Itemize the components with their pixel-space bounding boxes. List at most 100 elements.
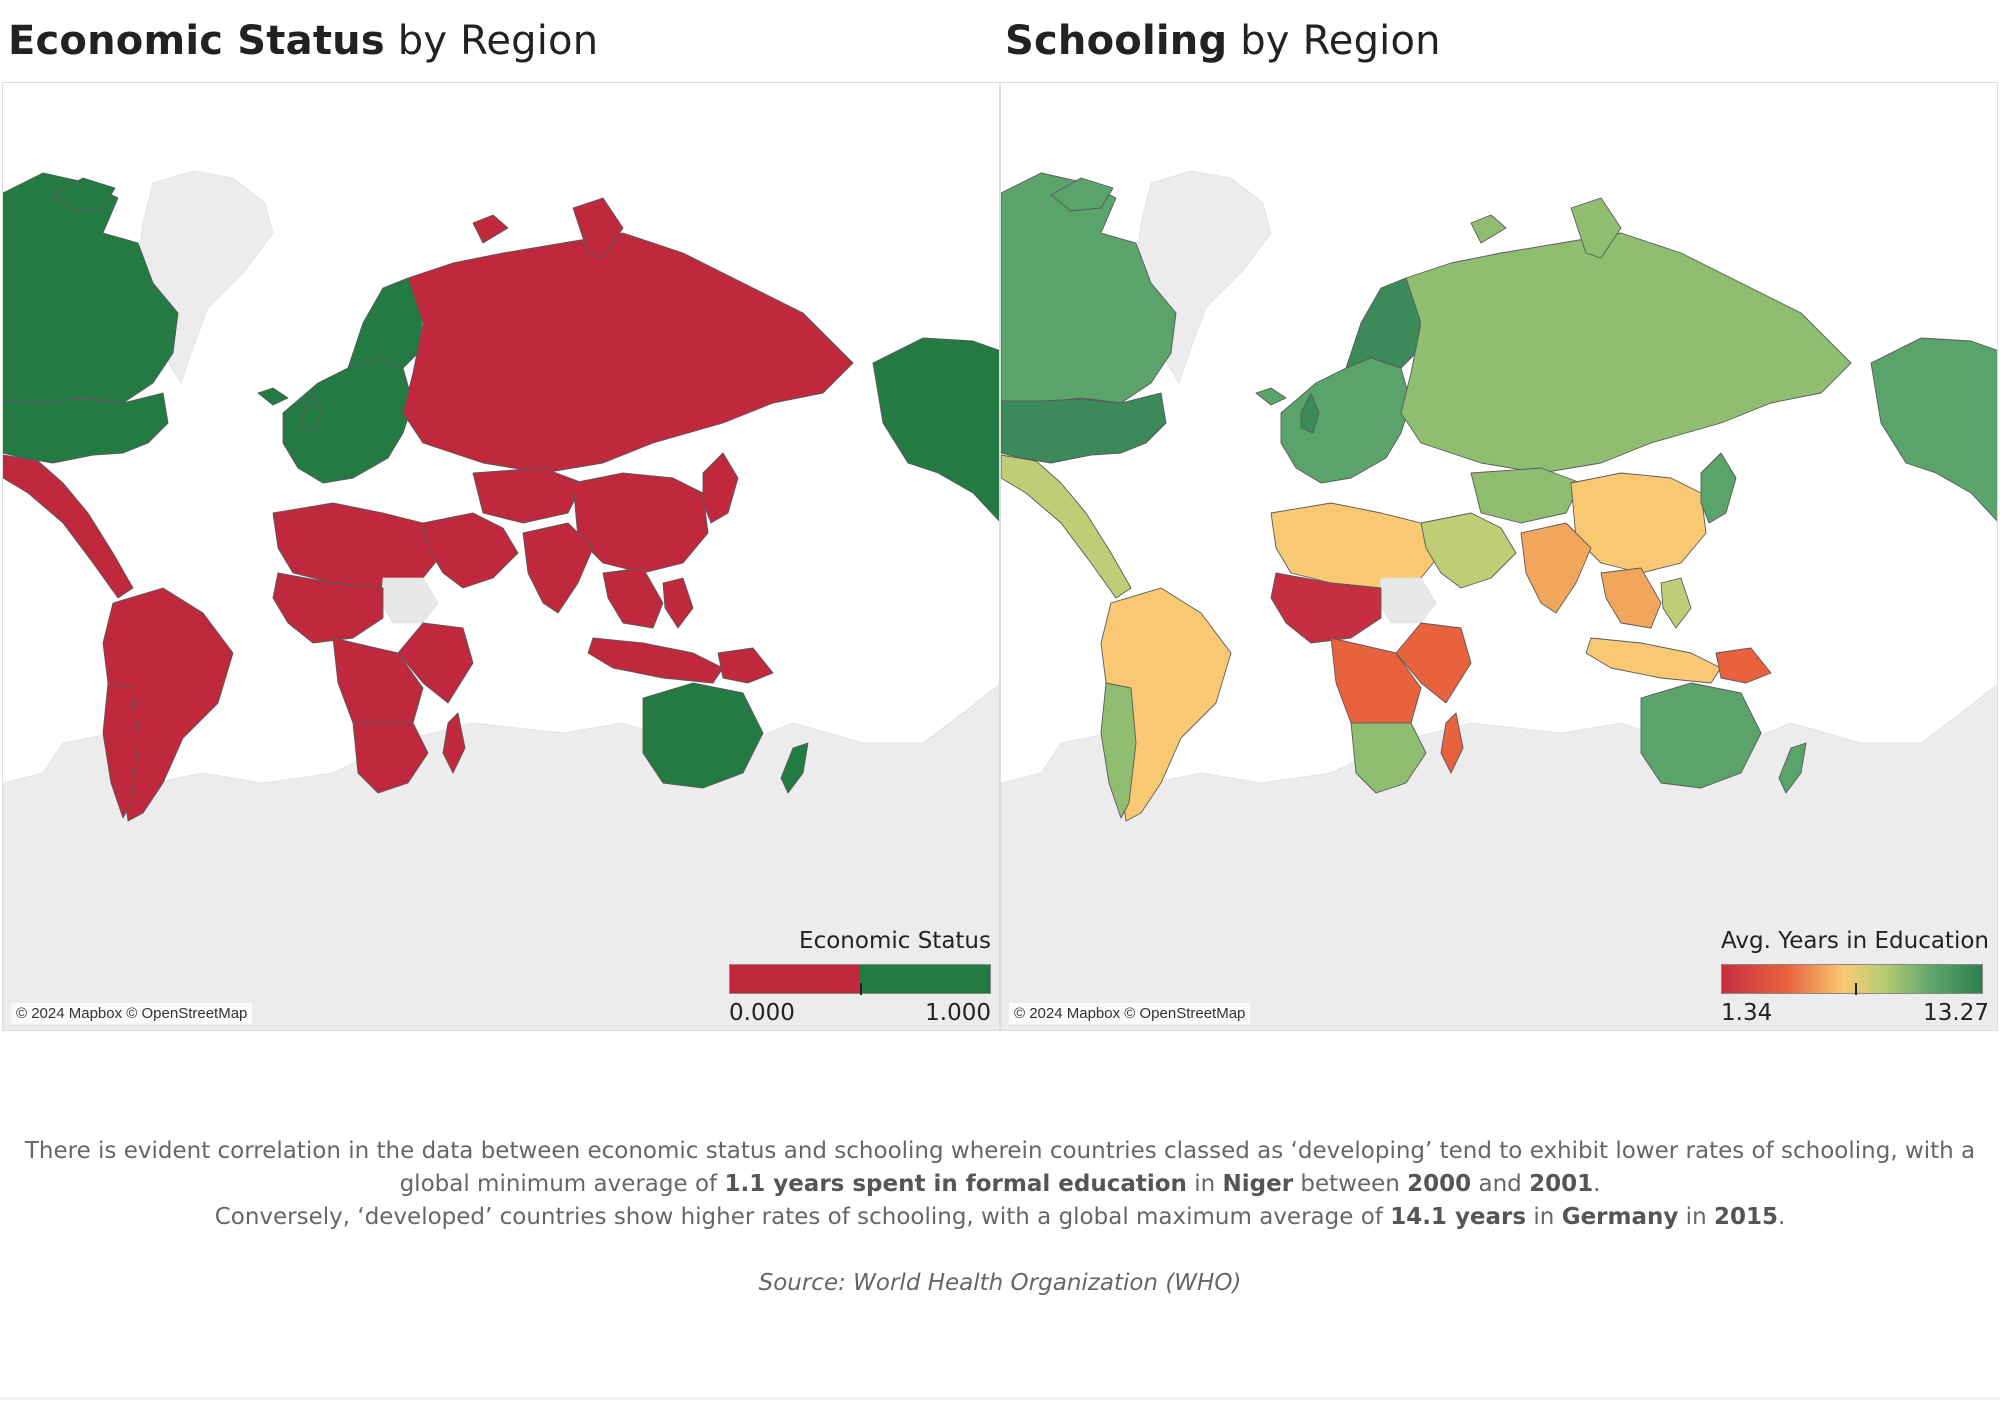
region-russia-arctic-island[interactable] xyxy=(572,197,624,259)
region-usa[interactable] xyxy=(1001,392,1167,464)
caption-text: . xyxy=(1593,1171,1601,1197)
schooling-map-attribution[interactable]: © 2024 Mapbox © OpenStreetMap xyxy=(1009,1003,1251,1024)
region-middle-east[interactable] xyxy=(422,512,519,589)
caption-text: in xyxy=(1678,1204,1714,1230)
region-mexico-central[interactable] xyxy=(1001,454,1132,599)
region-europe[interactable] xyxy=(1280,357,1412,484)
schooling-legend-ticks: 1.34 13.27 xyxy=(1721,1000,1989,1026)
schooling-legend-min: 1.34 xyxy=(1721,1000,1773,1026)
caption-text: . xyxy=(1777,1204,1786,1230)
economic-legend-max: 1.000 xyxy=(925,1000,991,1026)
region-philippines[interactable] xyxy=(1660,577,1692,629)
region-sudan[interactable] xyxy=(380,577,439,624)
economic-map-attribution[interactable]: © 2024 Mapbox © OpenStreetMap xyxy=(11,1003,253,1024)
region-russia[interactable] xyxy=(1400,232,1852,474)
region-uk[interactable] xyxy=(1300,392,1320,434)
economic-legend-bar xyxy=(729,964,991,995)
region-madagascar[interactable] xyxy=(1440,712,1464,774)
region-australia[interactable] xyxy=(642,682,764,789)
schooling-title-rest: by Region xyxy=(1227,18,1441,64)
schooling-panel-title: Schooling by Region xyxy=(1005,18,1441,64)
economic-map-canvas[interactable] xyxy=(3,83,1000,1031)
region-europe[interactable] xyxy=(282,357,414,484)
region-southeast-asia[interactable] xyxy=(1600,567,1662,629)
schooling-legend-bar xyxy=(1721,964,1983,995)
caption-text: in xyxy=(1526,1204,1562,1230)
region-central-asia[interactable] xyxy=(472,467,584,524)
economic-title-bold: Economic Status xyxy=(8,18,385,64)
economic-legend-title: Economic Status xyxy=(799,928,991,954)
region-alaska[interactable] xyxy=(1870,337,1998,523)
region-new-zealand[interactable] xyxy=(780,742,809,794)
schooling-map[interactable]: © 2024 Mapbox © OpenStreetMap Avg. Years… xyxy=(1000,82,1998,1031)
caption-min-year-end: 2001 xyxy=(1529,1171,1594,1197)
region-india[interactable] xyxy=(1520,522,1592,614)
caption-min-country: Niger xyxy=(1222,1171,1294,1197)
schooling-legend-max: 13.27 xyxy=(1923,1000,1989,1026)
region-iceland[interactable] xyxy=(1255,387,1287,406)
caption-line-1: There is evident correlation in the data… xyxy=(10,1135,1990,1201)
schooling-legend: Avg. Years in Education 1.34 13.27 xyxy=(1721,928,1989,1026)
region-west-africa[interactable] xyxy=(272,572,384,644)
region-scandinavia[interactable] xyxy=(347,277,424,369)
source-note: Source: World Health Organization (WHO) xyxy=(758,1270,1242,1296)
region-scandinavia[interactable] xyxy=(1345,277,1422,369)
region-canada-islands[interactable] xyxy=(52,177,116,212)
region-central-asia[interactable] xyxy=(1470,467,1582,524)
bottom-divider xyxy=(0,1397,2000,1400)
region-alaska[interactable] xyxy=(872,337,1000,523)
economic-panel-title: Economic Status by Region xyxy=(8,18,598,64)
economic-legend-marker xyxy=(860,983,862,995)
region-sudan[interactable] xyxy=(1378,577,1437,624)
region-north-africa[interactable] xyxy=(1270,502,1442,589)
region-southeast-asia[interactable] xyxy=(602,567,664,629)
region-southern-africa[interactable] xyxy=(1350,722,1427,794)
region-indonesia[interactable] xyxy=(587,637,724,684)
caption-text: in xyxy=(1186,1171,1223,1197)
region-india[interactable] xyxy=(522,522,594,614)
region-uk[interactable] xyxy=(302,392,322,434)
region-north-africa[interactable] xyxy=(272,502,444,589)
caption-text: Conversely, ‘developed’ countries show h… xyxy=(214,1204,1391,1230)
caption: There is evident correlation in the data… xyxy=(10,1135,1990,1300)
economic-legend: Economic Status 0.000 1.000 xyxy=(729,928,991,1026)
region-indonesia[interactable] xyxy=(1585,637,1722,684)
region-svalbard[interactable] xyxy=(1470,214,1507,244)
caption-min-year-start: 2000 xyxy=(1407,1171,1472,1197)
region-svalbard[interactable] xyxy=(472,214,509,244)
schooling-legend-title: Avg. Years in Education xyxy=(1721,928,1989,954)
region-south-america-south[interactable] xyxy=(1100,682,1137,819)
region-papua[interactable] xyxy=(1715,647,1772,684)
region-russia[interactable] xyxy=(402,232,854,474)
region-china[interactable] xyxy=(1570,472,1707,574)
region-madagascar[interactable] xyxy=(442,712,466,774)
region-usa[interactable] xyxy=(3,392,169,464)
economic-title-rest: by Region xyxy=(384,18,599,64)
region-middle-east[interactable] xyxy=(1420,512,1517,589)
economic-map[interactable]: © 2024 Mapbox © OpenStreetMap Economic S… xyxy=(2,82,1000,1031)
caption-max-year: 2015 xyxy=(1713,1204,1778,1230)
region-southern-africa[interactable] xyxy=(352,722,429,794)
region-russia-arctic-island[interactable] xyxy=(1570,197,1622,259)
region-south-america-south[interactable] xyxy=(102,682,139,819)
region-australia[interactable] xyxy=(1640,682,1762,789)
caption-text: between xyxy=(1293,1171,1408,1197)
caption-max-country: Germany xyxy=(1561,1204,1679,1230)
region-mexico-central[interactable] xyxy=(3,454,134,599)
economic-legend-ticks: 0.000 1.000 xyxy=(729,1000,991,1026)
caption-max-value: 14.1 years xyxy=(1390,1204,1527,1230)
schooling-map-canvas[interactable] xyxy=(1001,83,1998,1031)
region-japan[interactable] xyxy=(1700,452,1737,524)
caption-min-value: 1.1 years spent in formal education xyxy=(724,1171,1187,1197)
caption-line-2: Conversely, ‘developed’ countries show h… xyxy=(10,1201,1990,1234)
region-new-zealand[interactable] xyxy=(1778,742,1807,794)
schooling-title-bold: Schooling xyxy=(1005,18,1228,64)
region-china[interactable] xyxy=(572,472,709,574)
schooling-legend-marker xyxy=(1855,983,1857,995)
region-philippines[interactable] xyxy=(662,577,694,629)
region-west-africa[interactable] xyxy=(1270,572,1382,644)
region-papua[interactable] xyxy=(717,647,774,684)
region-canada-islands[interactable] xyxy=(1050,177,1114,212)
region-iceland[interactable] xyxy=(257,387,289,406)
region-japan[interactable] xyxy=(702,452,739,524)
